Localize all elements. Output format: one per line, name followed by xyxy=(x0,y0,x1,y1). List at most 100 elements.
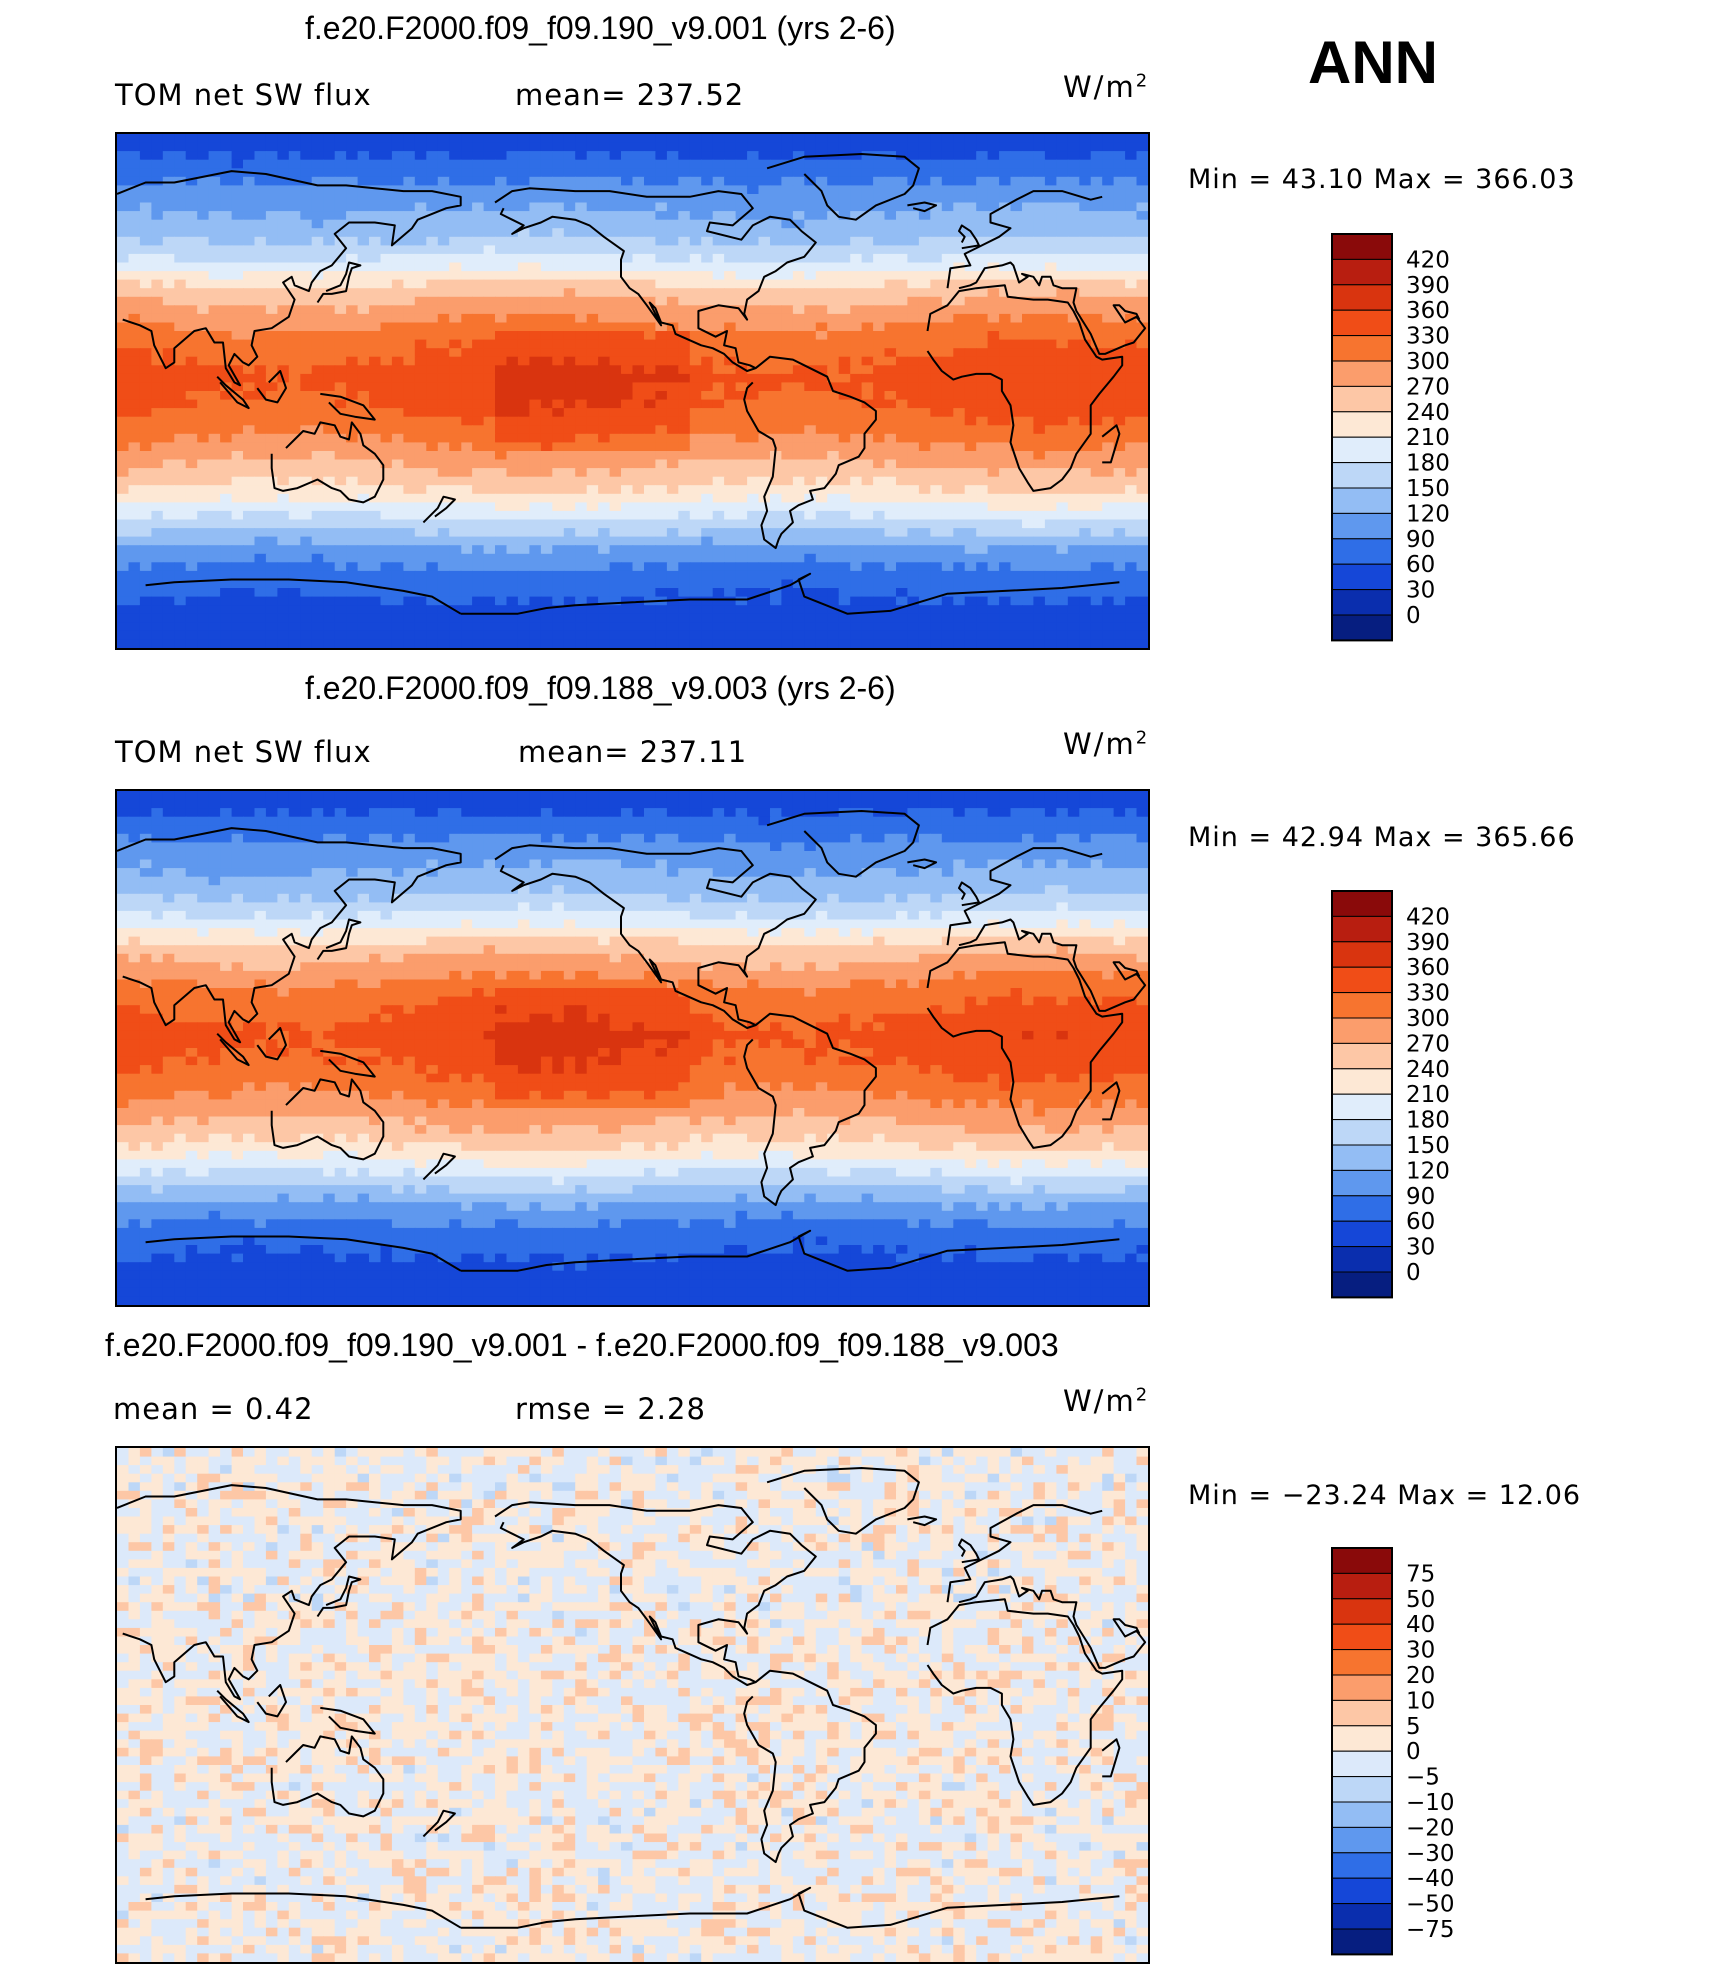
colorbar-swatch xyxy=(1331,941,1393,968)
colorbar-swatch xyxy=(1331,1598,1393,1625)
colorbar-tick-label: −5 xyxy=(1406,1765,1440,1791)
panel1-colorbar: 420 390 360 330 300 270 240 210 180 150 120 90 60 30 0 xyxy=(1330,232,1480,647)
colorbar-swatch xyxy=(1331,992,1393,1019)
coastline-north-america xyxy=(494,1501,817,1686)
colorbar-tick-label: 150 xyxy=(1406,1133,1450,1159)
colorbar-swatch xyxy=(1331,1169,1393,1197)
colorbar-tick-label: 20 xyxy=(1406,1663,1435,1689)
panel1-minmax: Min = 43.10 Max = 366.03 xyxy=(1188,164,1576,195)
coastline-new-zealand xyxy=(422,495,456,524)
colorbar-tick-label: 240 xyxy=(1406,400,1450,426)
panel2-units: W/m2 xyxy=(1063,727,1150,761)
colorbar-swatch xyxy=(1331,1271,1393,1298)
coastline-japan xyxy=(316,261,362,304)
panel1-map xyxy=(115,132,1150,650)
coastline-borneo xyxy=(256,370,287,404)
colorbar-swatch xyxy=(1331,890,1393,917)
colorbar-swatch xyxy=(1331,1017,1393,1044)
colorbar-swatch xyxy=(1331,1725,1393,1752)
panel3-minmax: Min = −23.24 Max = 12.06 xyxy=(1188,1480,1582,1511)
coastline-africa xyxy=(926,941,1124,1149)
coastline-antarctica-rim xyxy=(145,1229,1120,1272)
colorbar-swatch xyxy=(1331,1246,1393,1273)
colorbar-swatch xyxy=(1331,1674,1393,1701)
colorbar-tick-label: −20 xyxy=(1406,1815,1455,1841)
colorbar-tick-label: 30 xyxy=(1406,578,1435,604)
colorbar-swatch xyxy=(1331,309,1393,337)
colorbar-swatch xyxy=(1331,614,1393,641)
coastline-greenland xyxy=(766,810,920,878)
colorbar-tick-label: 30 xyxy=(1406,1235,1435,1261)
coastline-new-zealand xyxy=(422,1809,456,1838)
colorbar-swatch xyxy=(1331,538,1393,565)
coastline-sumatra xyxy=(216,375,250,410)
coastline-australia xyxy=(270,1735,385,1818)
coastline-sumatra xyxy=(216,1032,250,1067)
coastline-japan xyxy=(316,918,362,961)
panel2-colorbar: 420 390 360 330 300 270 240 210 180 150 120 90 60 30 0 xyxy=(1330,889,1480,1304)
colorbar-swatch xyxy=(1331,1699,1393,1727)
colorbar-swatch xyxy=(1331,258,1393,286)
colorbar-tick-label: 300 xyxy=(1406,349,1450,375)
colorbar-swatch xyxy=(1331,1903,1393,1930)
colorbar-tick-label: 330 xyxy=(1406,324,1450,350)
colorbar-swatch xyxy=(1331,589,1393,616)
colorbar-tick-label: 40 xyxy=(1406,1612,1435,1638)
panel3-colorbar: 75 50 40 30 20 10 5 0 −5 −10 −20 −30 −40 −50 −75 xyxy=(1330,1546,1480,1961)
colorbar-swatch xyxy=(1331,563,1393,591)
colorbar-tick-label: 60 xyxy=(1406,552,1435,578)
panel2-mean: mean= 237.11 xyxy=(518,735,748,769)
colorbar-tick-label: 420 xyxy=(1406,247,1450,273)
coastline-uk xyxy=(958,1538,980,1564)
coastline-eurasia xyxy=(117,1484,1147,1701)
colorbar-tick-label: 180 xyxy=(1406,451,1450,477)
colorbar-swatch xyxy=(1331,1649,1393,1676)
colorbar-swatch xyxy=(1331,1826,1393,1854)
colorbar-swatch xyxy=(1331,1750,1393,1778)
coastline-south-america xyxy=(743,1012,877,1207)
coastline-greenland xyxy=(766,1467,920,1535)
colorbar-tick-label: 360 xyxy=(1406,955,1450,981)
colorbar-swatch xyxy=(1331,436,1393,464)
colorbar-tick-label: 90 xyxy=(1406,1184,1435,1210)
coastlines xyxy=(117,810,1147,1272)
colorbar-tick-label: 420 xyxy=(1406,904,1450,930)
colorbar-tick-label: 390 xyxy=(1406,930,1450,956)
colorbar-tick-label: 210 xyxy=(1406,1082,1450,1108)
colorbar-swatch xyxy=(1331,1776,1393,1803)
coastline-borneo xyxy=(256,1684,287,1718)
colorbar-tick-label: 270 xyxy=(1406,374,1450,400)
colorbar-tick-label: 210 xyxy=(1406,425,1450,451)
colorbar-tick-label: 50 xyxy=(1406,1587,1435,1613)
colorbar-tick-label: −10 xyxy=(1406,1790,1455,1816)
colorbar-tick-label: 270 xyxy=(1406,1031,1450,1057)
colorbar-swatch xyxy=(1331,1852,1393,1879)
colorbar-swatch xyxy=(1331,385,1393,413)
coastline-borneo xyxy=(256,1027,287,1061)
panel3-units: W/m2 xyxy=(1063,1384,1150,1418)
coastline-south-america xyxy=(743,355,877,550)
colorbar-tick-label: 300 xyxy=(1406,1006,1450,1032)
colorbar-tick-label: −30 xyxy=(1406,1841,1455,1867)
coastline-eurasia xyxy=(117,827,1147,1044)
coastline-madagascar xyxy=(1101,1738,1121,1778)
season-label: ANN xyxy=(1308,29,1438,96)
panel1-title: f.e20.F2000.f09_f09.190_v9.001 (yrs 2-6) xyxy=(305,10,896,46)
colorbar-tick-label: 90 xyxy=(1406,527,1435,553)
colorbar-tick-label: −75 xyxy=(1406,1917,1455,1943)
colorbar-swatch xyxy=(1331,462,1393,489)
colorbar-tick-label: 330 xyxy=(1406,981,1450,1007)
colorbar-swatch xyxy=(1331,1928,1393,1955)
panel1-units: W/m2 xyxy=(1063,70,1150,104)
colorbar-tick-label: 180 xyxy=(1406,1108,1450,1134)
coastline-iceland xyxy=(907,201,938,213)
colorbar-swatch xyxy=(1331,1195,1393,1222)
colorbar-swatch xyxy=(1331,966,1393,994)
colorbar-swatch xyxy=(1331,1119,1393,1146)
colorbar-swatch xyxy=(1331,1220,1393,1248)
coastline-new-guinea xyxy=(320,1706,376,1735)
panel1-variable: TOM net SW flux xyxy=(115,78,372,112)
colorbar-swatch xyxy=(1331,1068,1393,1095)
colorbar-tick-label: 0 xyxy=(1406,1739,1421,1765)
colorbar-tick-label: 120 xyxy=(1406,501,1450,527)
